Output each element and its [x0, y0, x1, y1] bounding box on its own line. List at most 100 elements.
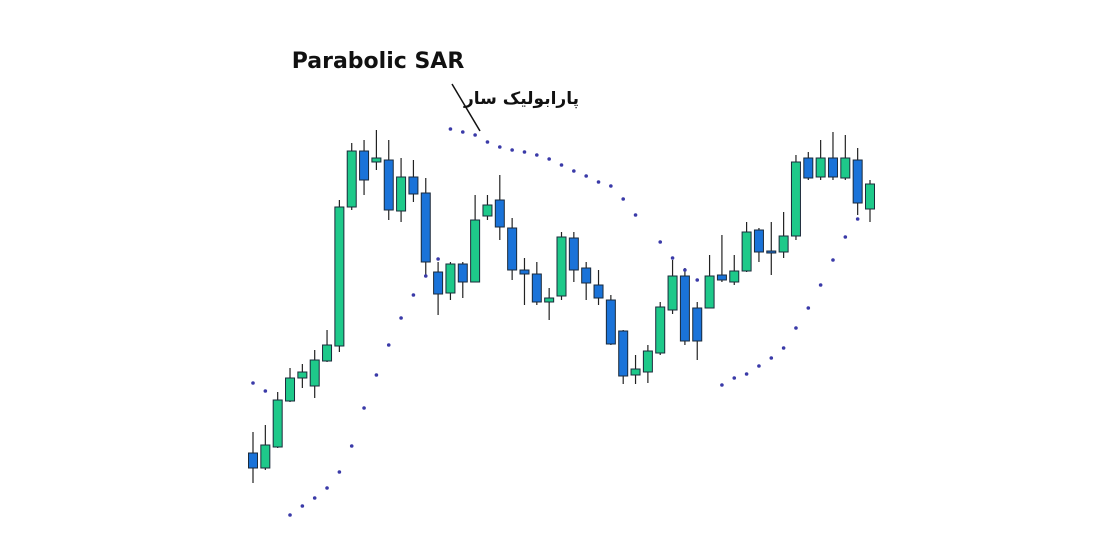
sar-dot: [423, 274, 428, 278]
leader-line: [451, 83, 481, 132]
candle-body: [371, 157, 382, 163]
candle-body: [704, 275, 715, 309]
candle-body: [766, 250, 777, 254]
sar-dot: [584, 174, 588, 178]
sar-dot: [609, 184, 613, 188]
candle-body: [593, 284, 604, 299]
candle-body: [778, 235, 789, 253]
sar-dot: [263, 389, 268, 393]
candle-body: [827, 157, 838, 178]
candle-body: [272, 399, 283, 448]
candle-body: [716, 274, 727, 281]
candle-body: [655, 306, 666, 354]
sar-dot: [362, 406, 366, 410]
candle-body: [605, 299, 616, 345]
sar-dot: [670, 256, 675, 260]
sar-dot: [621, 197, 625, 201]
candle-body: [297, 371, 308, 379]
candle-body: [408, 176, 419, 195]
candle-body: [470, 219, 481, 283]
sar-dot: [744, 372, 749, 376]
sar-dot: [535, 153, 539, 157]
candle-body: [568, 237, 579, 271]
sar-dot: [843, 235, 848, 239]
sar-dot: [732, 376, 737, 380]
sar-dot: [720, 383, 724, 387]
candle-body: [803, 157, 814, 179]
candle-body: [556, 236, 567, 297]
sar-dot: [769, 356, 774, 360]
sar-dot: [436, 257, 440, 261]
sar-dot: [399, 316, 403, 320]
candle-body: [753, 229, 764, 253]
sar-dot: [683, 268, 687, 272]
candle-body: [396, 176, 407, 212]
candle-body: [248, 452, 258, 469]
candle-body: [790, 161, 801, 237]
sar-dot: [794, 326, 798, 330]
sar-dot: [559, 163, 564, 167]
sar-dot: [325, 486, 329, 490]
chart-subtitle: پارابولیک سار: [463, 89, 579, 109]
candle-body: [692, 307, 703, 342]
candle-body: [260, 444, 271, 469]
sar-dot: [572, 169, 576, 173]
sar-dot: [522, 150, 527, 154]
candle-body: [433, 271, 444, 295]
sar-dot: [448, 127, 453, 131]
candle-body: [667, 275, 678, 311]
sar-dot: [460, 130, 465, 134]
candle-body: [581, 267, 592, 284]
candle-body: [865, 183, 875, 210]
sar-dot: [757, 364, 761, 368]
candle-body: [679, 275, 690, 342]
sar-dot: [695, 278, 700, 282]
sar-dot: [473, 133, 477, 137]
candle-body: [359, 150, 370, 181]
sar-dot: [386, 343, 391, 347]
sar-dot: [312, 496, 317, 500]
sar-dot: [547, 157, 551, 161]
sar-dot: [337, 470, 342, 474]
candle-body: [482, 204, 493, 217]
candle-body: [741, 231, 752, 272]
candle-body: [531, 273, 542, 303]
sar-dot: [855, 217, 860, 221]
sar-dot: [510, 148, 514, 152]
chart-title: Parabolic SAR: [292, 49, 465, 74]
sar-dot: [831, 258, 835, 262]
sar-dot: [300, 504, 305, 508]
sar-dot: [781, 346, 786, 350]
sar-dot: [806, 306, 811, 310]
candle-body: [840, 157, 851, 179]
sar-dot: [658, 240, 663, 244]
candle-body: [618, 330, 629, 377]
candle-body: [642, 350, 653, 373]
sar-dot: [498, 145, 502, 149]
candle-body: [420, 192, 431, 263]
candle-body: [494, 199, 505, 228]
sar-dot: [374, 373, 379, 377]
candle-body: [445, 263, 456, 294]
sar-dot: [349, 444, 354, 448]
sar-dot: [411, 293, 416, 297]
candle-body: [630, 368, 641, 376]
candle-body: [322, 344, 333, 362]
candle-body: [852, 159, 863, 204]
candle-body: [457, 263, 468, 283]
candle-body: [346, 150, 357, 208]
sar-dot: [818, 283, 823, 287]
candle-body: [815, 157, 826, 178]
candle-body: [729, 270, 740, 283]
sar-dot: [485, 140, 490, 144]
candle-body: [309, 359, 320, 387]
sar-dot: [633, 213, 638, 217]
candle-body: [507, 227, 518, 271]
candle-body: [285, 377, 296, 402]
candle-body: [544, 297, 555, 303]
candle-body: [519, 269, 530, 275]
sar-dot: [596, 180, 601, 184]
candle-body: [383, 159, 394, 211]
